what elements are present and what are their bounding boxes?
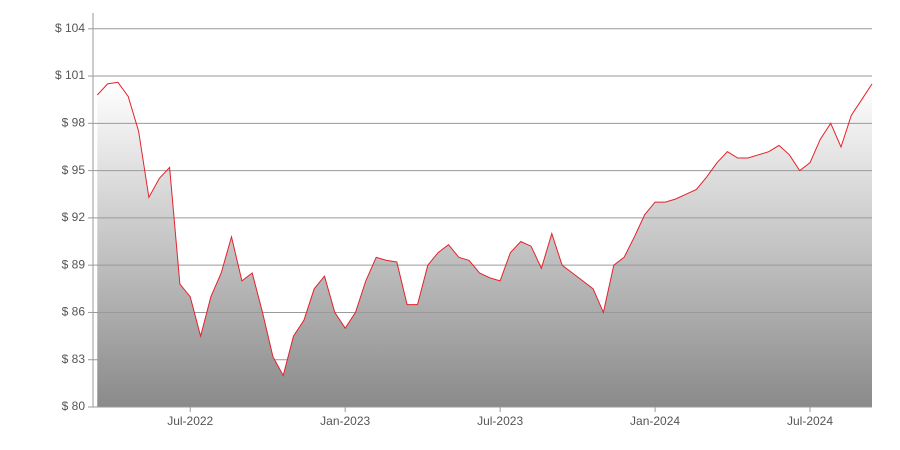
y-tick-label: $ 101	[55, 68, 85, 82]
y-tick-label: $ 86	[62, 305, 86, 319]
x-tick-label: Jul-2024	[787, 414, 833, 428]
price-line	[96, 81, 873, 377]
x-tick-label: Jul-2023	[477, 414, 523, 428]
x-tick-label: Jan-2024	[630, 414, 680, 428]
area	[97, 82, 872, 408]
x-tick-label: Jan-2023	[320, 414, 370, 428]
y-tick-label: $ 104	[55, 21, 85, 35]
y-tick-label: $ 89	[62, 257, 86, 271]
y-tick-label: $ 80	[62, 399, 86, 413]
y-tick-label: $ 95	[62, 163, 86, 177]
y-tick-label: $ 98	[62, 115, 86, 129]
x-tick-label: Jul-2022	[167, 414, 213, 428]
y-tick-label: $ 83	[62, 352, 86, 366]
y-tick-label: $ 92	[62, 210, 86, 224]
